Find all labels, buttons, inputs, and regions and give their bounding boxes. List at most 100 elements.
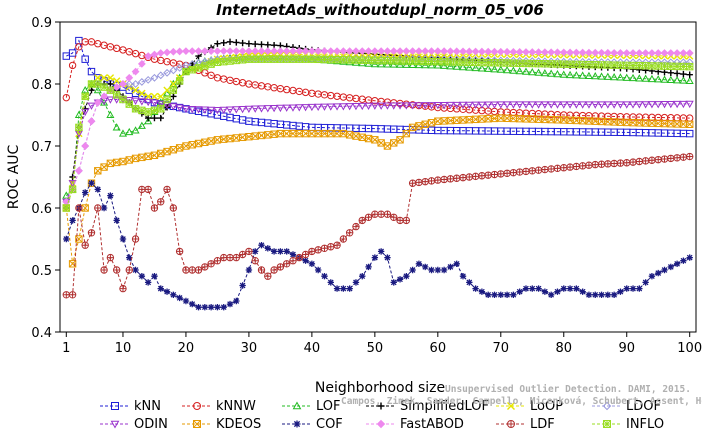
data-point <box>131 97 140 105</box>
data-point <box>598 291 605 298</box>
data-point <box>125 100 133 108</box>
data-point <box>547 291 555 298</box>
data-point <box>566 163 574 171</box>
data-point <box>572 71 581 79</box>
data-point <box>453 116 461 124</box>
data-point <box>440 47 449 56</box>
data-point <box>628 73 638 82</box>
data-point <box>490 65 499 73</box>
x-tick-label: 30 <box>241 341 258 356</box>
y-tick-label: 0.6 <box>31 202 52 217</box>
x-tick-label: 60 <box>430 341 447 356</box>
data-point <box>244 105 253 114</box>
data-point <box>232 134 241 142</box>
data-point <box>295 55 303 63</box>
data-point <box>377 102 386 110</box>
data-point <box>440 175 448 184</box>
data-point <box>106 159 115 168</box>
data-point <box>340 285 347 292</box>
data-point <box>333 285 341 292</box>
data-point <box>434 117 442 125</box>
legend-marker <box>193 420 201 428</box>
legend-item-inflo: INFLO <box>592 417 664 432</box>
data-point <box>566 285 574 292</box>
data-point <box>491 291 498 298</box>
data-point <box>566 101 575 109</box>
data-point <box>144 98 153 107</box>
data-point <box>528 101 537 109</box>
data-point <box>220 57 228 66</box>
data-point <box>137 98 146 106</box>
data-point <box>427 57 436 66</box>
data-point <box>371 136 379 144</box>
data-point <box>597 101 606 109</box>
data-point <box>370 47 379 56</box>
data-point <box>93 85 102 94</box>
data-point <box>87 80 96 88</box>
data-point <box>528 59 536 68</box>
data-point <box>69 217 76 224</box>
data-point <box>377 139 385 147</box>
data-point <box>415 47 423 56</box>
data-point <box>188 47 197 56</box>
data-point <box>169 146 178 154</box>
data-point <box>251 105 260 113</box>
data-point <box>289 47 297 56</box>
data-point <box>276 47 285 56</box>
data-point <box>251 55 259 63</box>
data-point <box>535 285 542 292</box>
data-point <box>257 131 266 140</box>
data-point <box>591 101 600 109</box>
data-point <box>333 47 341 56</box>
data-point <box>422 263 429 271</box>
data-point <box>175 144 184 152</box>
data-point <box>326 47 335 56</box>
data-point <box>282 260 291 268</box>
data-point <box>597 61 606 69</box>
data-point <box>87 229 96 237</box>
data-point <box>579 288 586 295</box>
data-point <box>276 55 285 63</box>
data-point <box>578 60 587 69</box>
data-point <box>119 235 127 243</box>
data-point <box>572 48 581 57</box>
data-point <box>465 58 474 66</box>
data-point <box>131 126 140 134</box>
data-point <box>515 101 524 109</box>
data-point <box>434 176 442 184</box>
series-line <box>65 99 690 202</box>
data-point <box>94 204 102 212</box>
data-point <box>289 55 297 63</box>
legend-item-fastabod: FastABOD <box>366 417 464 432</box>
data-point <box>144 75 153 84</box>
data-point <box>396 276 404 283</box>
data-point <box>623 285 630 292</box>
data-point <box>427 102 436 110</box>
data-point <box>94 40 102 48</box>
data-point <box>144 279 152 286</box>
legend-marker <box>292 401 302 410</box>
series-inflo <box>62 55 694 212</box>
data-point <box>333 103 342 111</box>
data-point <box>673 154 681 162</box>
data-point <box>175 104 184 112</box>
data-point <box>213 58 222 66</box>
data-point <box>465 63 474 71</box>
data-point <box>685 76 694 84</box>
plot-frame <box>59 21 697 333</box>
data-point <box>238 105 247 114</box>
legend-marker <box>507 420 515 428</box>
data-point <box>541 165 549 174</box>
data-point <box>427 119 436 127</box>
data-point <box>427 177 436 185</box>
data-point <box>226 57 234 65</box>
data-point <box>321 273 328 280</box>
data-point <box>213 257 222 265</box>
data-point <box>295 253 303 262</box>
data-point <box>616 159 625 167</box>
data-point <box>327 279 334 286</box>
data-point <box>540 48 549 57</box>
legend-item-cof: COF <box>282 417 343 432</box>
data-point <box>541 60 549 68</box>
data-point <box>81 189 89 196</box>
